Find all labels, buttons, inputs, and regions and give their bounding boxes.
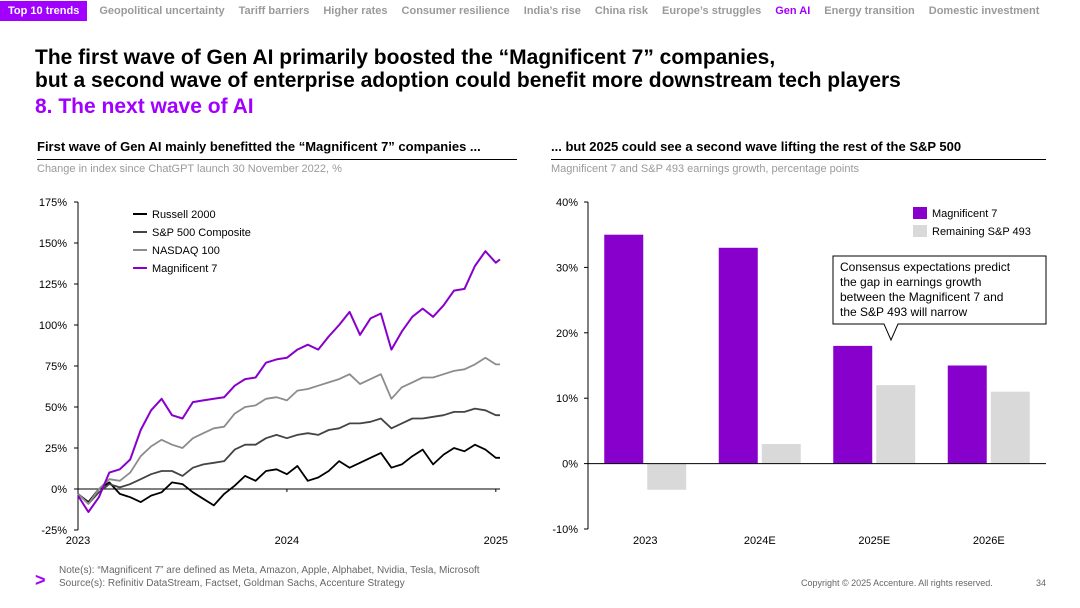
y-tick-label: 20%: [556, 328, 578, 340]
bar-remaining-s-p-493-2024e: [761, 443, 801, 464]
y-tick-label: 75%: [45, 361, 67, 373]
nav-tab-higher-rates[interactable]: Higher rates: [323, 4, 388, 17]
nav-tab-china-risk[interactable]: China risk: [594, 4, 649, 17]
x-tick-label: 2025: [484, 535, 508, 547]
nav-tab-consumer-resilience[interactable]: Consumer resilience: [401, 4, 510, 17]
bar-remaining-s-p-493-2023: [647, 463, 687, 490]
y-tick-label: 0%: [562, 459, 578, 471]
bar-remaining-s-p-493-2025e: [876, 385, 916, 464]
x-tick-label: 2023: [66, 535, 90, 547]
top-nav: Top 10 trends Geopolitical uncertainty Tar…: [0, 0, 1080, 21]
nav-tab-europe-s-struggles[interactable]: Europe’s struggles: [662, 4, 762, 17]
y-tick-label: 50%: [45, 402, 67, 414]
annotation-line: the gap in earnings growth: [840, 275, 981, 289]
nav-tab-energy-transition[interactable]: Energy transition: [824, 4, 915, 17]
headline-line-2: but a second wave of enterprise adoption…: [35, 69, 901, 92]
y-tick-label: 10%: [556, 393, 578, 405]
legend-label-s-p-500-composite: S&P 500 Composite: [152, 227, 251, 239]
annotation-line: between the Magnificent 7 and: [840, 290, 1003, 304]
series-line-magnificent-7: [77, 250, 501, 513]
series-line-russell-2000: [77, 443, 500, 507]
left-panel-title: First wave of Gen AI mainly benefitted t…: [37, 139, 517, 160]
nav-tab-geopolitical-uncertainty[interactable]: Geopolitical uncertainty: [99, 4, 225, 17]
section-title: 8. The next wave of AI: [35, 95, 254, 118]
legend-swatch-magnificent-7: [913, 207, 927, 219]
bar-magnificent-7-2023: [604, 234, 644, 464]
accenture-logo: >: [35, 570, 46, 590]
x-tick-label: 2024: [275, 535, 299, 547]
x-tick-label: 2024E: [744, 535, 776, 547]
annotation-text: Consensus expectations predict the gap in…: [840, 260, 1011, 319]
nav-tab-gen-ai[interactable]: Gen AI: [775, 4, 811, 17]
legend-label-nasdaq-100: NASDAQ 100: [152, 245, 220, 257]
legend-label-russell-2000: Russell 2000: [152, 209, 216, 221]
y-tick-label: 150%: [39, 238, 67, 250]
y-tick-label: 40%: [556, 197, 578, 209]
y-tick-label: 125%: [39, 279, 67, 291]
x-tick-label: 2023: [633, 535, 657, 547]
series-line-nasdaq-100: [77, 356, 500, 505]
y-tick-label: -25%: [41, 525, 67, 537]
legend-label-magnificent-7: Magnificent 7: [932, 208, 997, 220]
legend-swatch-remaining-s-p-493: [913, 225, 927, 237]
x-tick-label: 2026E: [973, 535, 1005, 547]
bar-magnificent-7-2024e: [718, 247, 758, 464]
footnote-note: Note(s): “Magnificent 7” are defined as …: [59, 565, 480, 576]
annotation-line: Consensus expectations predict: [840, 260, 1011, 274]
nav-tab-tariff-barriers[interactable]: Tariff barriers: [238, 4, 310, 17]
headline: The first wave of Gen AI primarily boost…: [35, 46, 901, 92]
y-tick-label: 25%: [45, 443, 67, 455]
y-tick-label: -10%: [552, 524, 578, 536]
nav-tab-top-10-trends[interactable]: Top 10 trends: [0, 0, 88, 21]
headline-line-1: The first wave of Gen AI primarily boost…: [35, 46, 776, 69]
right-panel-subtitle: Magnificent 7 and S&P 493 earnings growt…: [551, 163, 859, 175]
legend-label-remaining-s-p-493: Remaining S&P 493: [932, 226, 1031, 238]
y-tick-label: 100%: [39, 320, 67, 332]
right-panel-title: ... but 2025 could see a second wave lif…: [551, 139, 1046, 160]
copyright: Copyright © 2025 Accenture. All rights r…: [801, 578, 993, 588]
legend-label-magnificent-7: Magnificent 7: [152, 263, 217, 275]
nav-tab-domestic-investment[interactable]: Domestic investment: [928, 4, 1040, 17]
series-line-s-p-500-composite: [77, 407, 500, 505]
nav-tab-india-s-rise[interactable]: India’s rise: [523, 4, 581, 17]
bar-magnificent-7-2025e: [833, 345, 873, 464]
annotation-callout: [832, 255, 1047, 342]
annotation-line: the S&P 493 will narrow: [840, 305, 968, 319]
y-tick-label: 0%: [51, 484, 67, 496]
left-panel-subtitle: Change in index since ChatGPT launch 30 …: [37, 163, 342, 175]
bar-remaining-s-p-493-2026e: [990, 391, 1030, 464]
y-tick-label: 30%: [556, 262, 578, 274]
x-tick-label: 2025E: [858, 535, 890, 547]
footnote-source: Source(s): Refinitiv DataStream, Factset…: [59, 578, 405, 589]
y-tick-label: 175%: [39, 197, 67, 209]
page-number: 34: [1036, 578, 1047, 588]
bar-magnificent-7-2026e: [947, 365, 987, 464]
